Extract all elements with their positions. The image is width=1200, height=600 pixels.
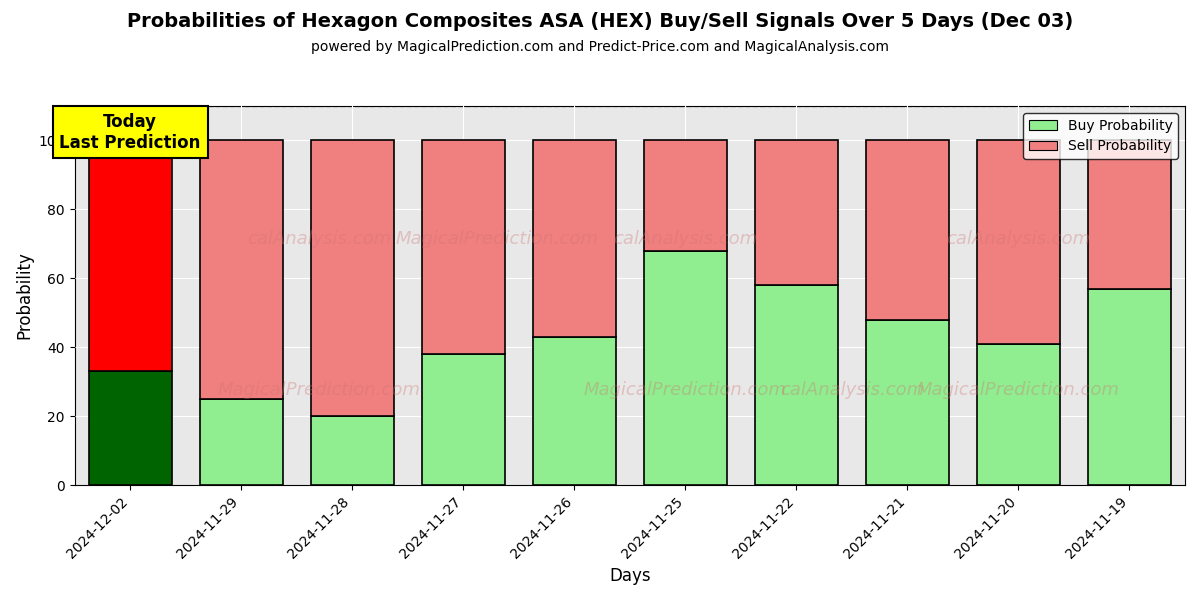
Bar: [1088, 289, 1171, 485]
Text: calAnalysis.com: calAnalysis.com: [947, 230, 1091, 248]
Bar: [755, 140, 838, 285]
Bar: [199, 140, 283, 399]
Text: MagicalPrediction.com: MagicalPrediction.com: [217, 382, 420, 400]
Bar: [1088, 140, 1171, 289]
Bar: [533, 337, 616, 485]
Text: MagicalPrediction.com: MagicalPrediction.com: [917, 382, 1120, 400]
Text: MagicalPrediction.com: MagicalPrediction.com: [395, 230, 598, 248]
Bar: [865, 140, 949, 320]
Bar: [755, 285, 838, 485]
Y-axis label: Probability: Probability: [16, 251, 34, 340]
X-axis label: Days: Days: [610, 567, 650, 585]
Text: calAnalysis.com: calAnalysis.com: [780, 382, 924, 400]
Bar: [865, 320, 949, 485]
Bar: [311, 416, 394, 485]
Text: MagicalPrediction.com: MagicalPrediction.com: [584, 382, 787, 400]
Bar: [421, 140, 505, 354]
Text: powered by MagicalPrediction.com and Predict-Price.com and MagicalAnalysis.com: powered by MagicalPrediction.com and Pre…: [311, 40, 889, 54]
Bar: [977, 344, 1060, 485]
Bar: [643, 251, 727, 485]
Bar: [199, 399, 283, 485]
Bar: [89, 371, 172, 485]
Legend: Buy Probability, Sell Probability: Buy Probability, Sell Probability: [1024, 113, 1178, 159]
Bar: [89, 140, 172, 371]
Bar: [311, 140, 394, 416]
Text: calAnalysis.com: calAnalysis.com: [613, 230, 757, 248]
Bar: [977, 140, 1060, 344]
Text: calAnalysis.com: calAnalysis.com: [247, 230, 391, 248]
Bar: [643, 140, 727, 251]
Text: Today
Last Prediction: Today Last Prediction: [60, 113, 200, 152]
Bar: [421, 354, 505, 485]
Text: Probabilities of Hexagon Composites ASA (HEX) Buy/Sell Signals Over 5 Days (Dec : Probabilities of Hexagon Composites ASA …: [127, 12, 1073, 31]
Bar: [533, 140, 616, 337]
